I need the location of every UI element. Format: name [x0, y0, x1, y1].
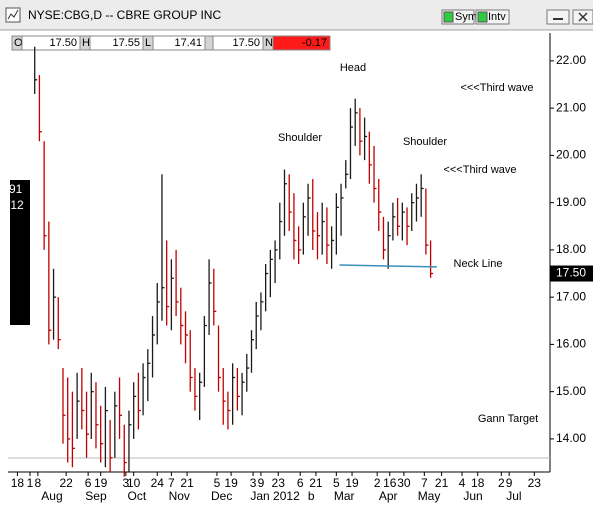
month-label: Jun — [463, 489, 482, 503]
x-tick-label: 24 — [151, 476, 165, 490]
x-tick-label: 19 — [94, 476, 108, 490]
y-tick-label: 16.00 — [556, 337, 586, 351]
x-tick-label: 19 — [224, 476, 238, 490]
annotation: <<<Third wave — [460, 82, 533, 94]
quote-row: O 17.50 H 17.55 L 17.41 17.50 N -0.17 — [11, 35, 331, 51]
x-tick-label: 7 — [168, 476, 175, 490]
change-box — [272, 35, 331, 51]
annotation: Shoulder — [403, 136, 447, 148]
month-label: Jan 2012 — [250, 489, 300, 503]
y-tick-label: 22.00 — [556, 53, 586, 67]
month-label: Jul — [506, 489, 521, 503]
x-tick-label: 21 — [309, 476, 323, 490]
price-tag-label: 17.50 — [556, 266, 586, 280]
high-label: H — [82, 37, 90, 49]
x-tick-label: 6 — [85, 476, 92, 490]
y-tick-label: 14.00 — [556, 431, 586, 445]
x-tick-label: 5 — [333, 476, 340, 490]
x-tick-label: 2 — [374, 476, 381, 490]
x-tick-label: 3 — [122, 476, 129, 490]
x-tick-label: 1 — [27, 476, 34, 490]
x-tick-label: 16 — [383, 476, 397, 490]
x-tick-label: 9 — [506, 476, 513, 490]
intv-label: Intv — [488, 11, 506, 23]
y-tick-label: 21.00 — [556, 100, 586, 114]
x-tick-label: 4 — [459, 476, 466, 490]
month-label: Nov — [169, 489, 190, 503]
x-tick-label: 21 — [180, 476, 194, 490]
sym-indicator — [443, 11, 454, 23]
x-tick-label: 21 — [435, 476, 449, 490]
y-tick-label: 20.00 — [556, 148, 586, 162]
month-label: b — [308, 489, 315, 503]
side-panel — [10, 180, 30, 325]
y-tick-label: 17.00 — [556, 289, 586, 303]
low-label: L — [145, 37, 151, 49]
y-tick-label: 18.00 — [556, 242, 586, 256]
y-tick-label: 19.00 — [556, 195, 586, 209]
price-tag — [550, 265, 593, 282]
intv-indicator — [477, 11, 488, 23]
x-tick-label: 5 — [214, 476, 221, 490]
open-label: O — [14, 37, 23, 49]
month-label: Sep — [85, 489, 107, 503]
month-label: Apr — [379, 489, 398, 503]
x-tick-label: 22 — [59, 476, 73, 490]
open-value: 17.50 — [49, 37, 77, 49]
window-title: NYSE:CBG,D -- CBRE GROUP INC — [28, 8, 221, 22]
annotation: <<<Third wave — [443, 164, 516, 176]
x-tick-label: 23 — [272, 476, 286, 490]
quote-label-box — [204, 35, 214, 51]
month-label: May — [418, 489, 441, 503]
x-tick-label: 23 — [528, 476, 542, 490]
minimize-button[interactable] — [546, 9, 570, 25]
change-label: N — [265, 37, 273, 49]
side-panel-mask — [0, 170, 8, 340]
sym-label: Sym — [455, 11, 477, 23]
y-tick-label: 15.00 — [556, 384, 586, 398]
close-glyph — [578, 12, 588, 22]
low-value: 17.41 — [174, 37, 202, 49]
plot: 14.00 15.00 16.00 17.00 18.00 19.00 20.00 21.00… — [11, 46, 593, 503]
x-tick-label: 9 — [258, 476, 265, 490]
annotation: Shoulder — [278, 132, 322, 144]
month-label: Aug — [41, 489, 62, 503]
annotation: Neck Line — [454, 258, 503, 270]
app-icon[interactable] — [5, 7, 21, 23]
side-panel-text: 91 — [9, 182, 23, 196]
high-value: 17.55 — [112, 37, 140, 49]
x-tick-label: 10 — [127, 476, 141, 490]
month-label: Mar — [334, 489, 355, 503]
x-tick-label: 18 — [11, 476, 25, 490]
x-tick-label: 19 — [345, 476, 359, 490]
annotation: Gann Target — [478, 413, 538, 425]
x-tick-label: 6 — [297, 476, 304, 490]
x-tick-label: 7 — [421, 476, 428, 490]
close-value: 17.50 — [232, 37, 260, 49]
side-panel-text: /12 — [7, 198, 24, 212]
neckline — [339, 264, 437, 268]
change-value: -0.17 — [302, 37, 327, 49]
x-tick-label: 30 — [397, 476, 411, 490]
x-tick-label: 8 — [35, 476, 42, 490]
x-tick-label: 18 — [471, 476, 485, 490]
plot-area — [8, 33, 550, 472]
x-tick-label: 3 — [250, 476, 257, 490]
annotation: Head — [340, 62, 366, 74]
x-tick-label: 2 — [498, 476, 505, 490]
month-label: Oct — [127, 489, 146, 503]
app-icon-glyph — [7, 9, 19, 20]
month-label: Dec — [211, 489, 232, 503]
